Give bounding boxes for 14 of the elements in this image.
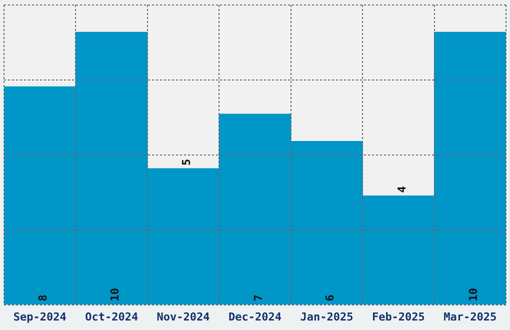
x-tick-label: Nov-2024 (156, 310, 210, 324)
data-label: 10 (108, 288, 122, 302)
x-tick-label: Sep-2024 (13, 310, 67, 324)
data-label: 5 (180, 158, 194, 166)
data-label: 8 (36, 294, 50, 302)
data-label: 4 (395, 186, 408, 193)
x-tick-label: Oct-2024 (85, 310, 138, 324)
x-tick-label: Dec-2024 (228, 310, 282, 324)
data-label: 7 (252, 294, 265, 302)
data-label: 10 (467, 288, 480, 302)
x-tick-label: Feb-2025 (372, 310, 425, 324)
x-tick-label: Mar-2025 (444, 310, 497, 324)
x-tick-label: Jan-2025 (300, 310, 354, 324)
data-label: 6 (324, 294, 337, 302)
